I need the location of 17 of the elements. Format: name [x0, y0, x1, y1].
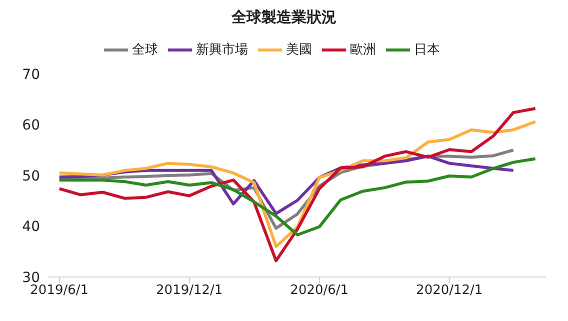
x-tick-label: 2019/6/1 — [30, 283, 89, 298]
y-tick-label: 50 — [22, 168, 40, 184]
x-tick-label: 2020/12/1 — [416, 283, 483, 298]
x-tick-label: 2019/12/1 — [156, 283, 223, 298]
line-series — [58, 120, 537, 248]
y-tick-label: 40 — [22, 219, 40, 236]
line-series — [58, 157, 537, 236]
y-tick-label: 60 — [22, 118, 40, 134]
legend-label: 美國 — [286, 42, 312, 58]
chart-title: 全球製造業狀況 — [230, 8, 338, 28]
legend-label: 日本 — [414, 42, 440, 58]
y-tick-label: 70 — [22, 66, 40, 83]
x-tick-label: 2020/6/1 — [290, 283, 349, 298]
legend-label: 歐洲 — [350, 42, 376, 58]
legend-label: 全球 — [132, 42, 158, 58]
legend-label: 新興市場 — [196, 42, 248, 58]
line-series — [58, 107, 537, 262]
